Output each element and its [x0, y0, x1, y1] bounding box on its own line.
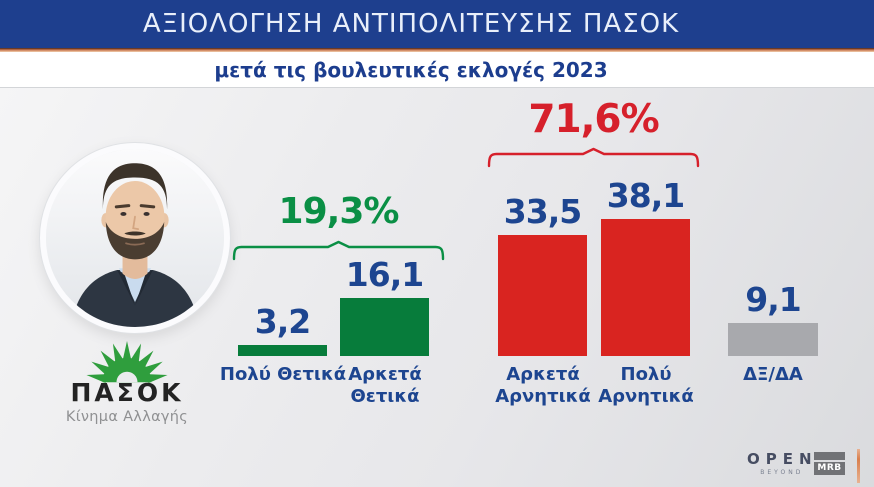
- title-bar: ΑΞΙΟΛΟΓΗΣΗ ΑΝΤΙΠΟΛΙΤΕΥΣΗΣ ΠΑΣΟΚ: [0, 0, 874, 48]
- positive-group-bracket-icon: [232, 240, 445, 261]
- bar-quite-negative: [498, 235, 587, 356]
- bar-value-label: 3,2: [254, 301, 311, 341]
- bar-category-label: Πολύ Αρνητικά: [598, 364, 694, 407]
- bar-column-very-negative: 38,1: [601, 150, 690, 356]
- pasok-sun-logo-icon: [86, 341, 168, 384]
- bar-category-label: ΔΞ/ΔΑ: [743, 364, 803, 385]
- party-logo-block: ΠΑΣΟΚ Κίνημα Αλλαγής: [27, 330, 227, 425]
- accent-divider: [0, 48, 874, 52]
- orange-divider-line: [857, 449, 860, 483]
- open-channel-logo: OPEN BEYOND: [744, 450, 818, 477]
- bar-column-quite-negative: 33,5: [498, 150, 587, 356]
- open-logo-tagline: BEYOND: [760, 469, 804, 476]
- bar-column-quite-positive: 16,1: [340, 150, 429, 356]
- negative-total-label: 71,6%: [528, 97, 659, 142]
- subtitle-bar: μετά τις βουλευτικές εκλογές 2023: [0, 52, 874, 87]
- bar-value-label: 33,5: [503, 192, 582, 232]
- bar-column-dont-know: 9,1: [728, 150, 818, 356]
- party-name: ΠΑΣΟΚ: [70, 378, 184, 407]
- bar-very-negative: [601, 218, 690, 356]
- bar-quite-positive: [340, 298, 429, 356]
- party-movement-name: Κίνημα Αλλαγής: [65, 409, 189, 425]
- mrb-logo-text: MRB: [814, 462, 845, 475]
- page-subtitle: μετά τις βουλευτικές εκλογές 2023: [214, 57, 608, 82]
- open-logo-text: OPEN: [747, 450, 818, 468]
- positive-total-label: 19,3%: [278, 191, 400, 232]
- bar-category-label: Αρκετά Θετικά: [348, 364, 422, 407]
- bar-category-label: Πολύ Θετικά: [219, 364, 347, 385]
- negative-group-bracket-icon: [487, 147, 700, 168]
- bar-value-label: 9,1: [745, 280, 801, 320]
- bar-very-positive: [238, 344, 327, 356]
- bar-category-label: Αρκετά Αρνητικά: [495, 364, 591, 407]
- bar-value-label: 16,1: [345, 255, 424, 294]
- bar-value-label: 38,1: [606, 175, 685, 215]
- bar-column-very-positive: 3,2: [238, 150, 327, 356]
- bar-dont-know: [728, 323, 818, 356]
- mrb-logo-topbar: [814, 452, 845, 460]
- mrb-pollster-logo: MRB: [814, 452, 845, 475]
- page-title: ΑΞΙΟΛΟΓΗΣΗ ΑΝΤΙΠΟΛΙΤΕΥΣΗΣ ΠΑΣΟΚ: [142, 9, 680, 39]
- leader-portrait-photo-icon: [46, 149, 224, 327]
- leader-photo-frame: [40, 143, 230, 333]
